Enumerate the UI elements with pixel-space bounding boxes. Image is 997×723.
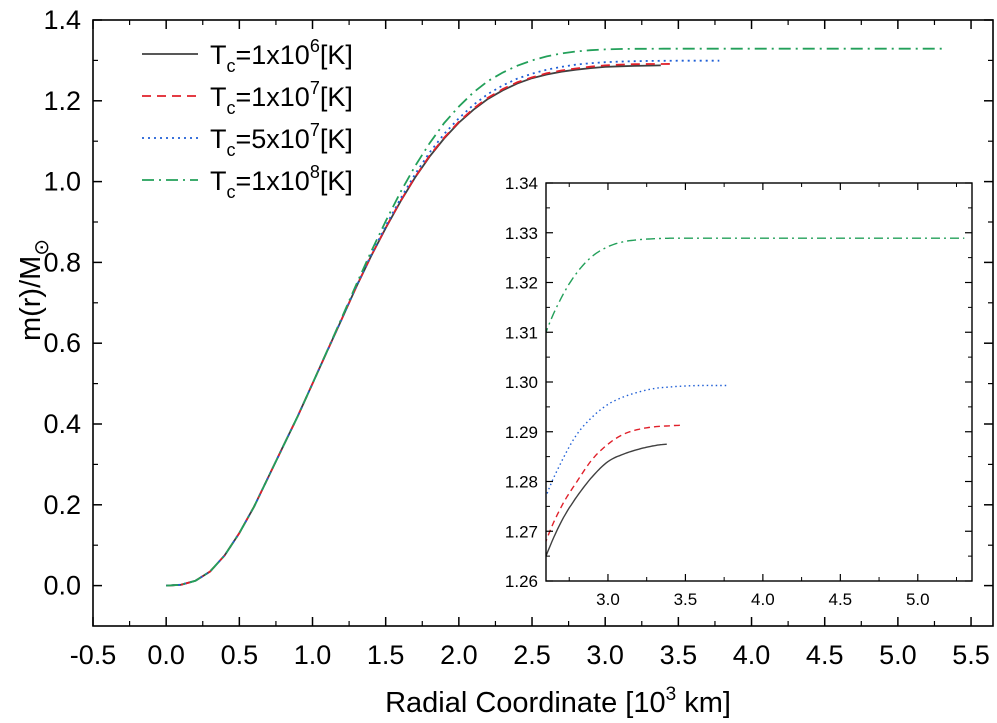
- x-tick-label: -0.5: [70, 640, 117, 670]
- y-axis-title-sun-symbol: ⊙: [31, 239, 53, 256]
- inset-y-tick-label: 1.33: [505, 224, 538, 243]
- main-curves: [166, 47, 942, 587]
- series-line-3: [166, 47, 942, 587]
- inset-series-line-3: [546, 237, 965, 335]
- inset-series-line-2: [546, 384, 729, 499]
- inset-axis-ticks: 3.0 3.5 4.0 4.5 5.0 1.26 1.27 1.28 1.29 1.30 1.31 1…: [505, 174, 972, 609]
- x-tick-label: 2.5: [513, 640, 551, 670]
- y-tick-label: 1.2: [43, 86, 81, 116]
- x-tick-label: 1.0: [294, 640, 332, 670]
- y-tick-label: 0.0: [43, 571, 81, 601]
- y-tick-label: 1.4: [43, 5, 81, 35]
- inset-y-tick-label: 1.31: [505, 323, 538, 342]
- x-axis-title: Radial Coordinate [103 km]: [385, 684, 731, 719]
- y-tick-label: 0.4: [43, 409, 81, 439]
- y-tick-label: 0.2: [43, 490, 81, 520]
- x-tick-label: 0.5: [221, 640, 259, 670]
- legend-label-2: Tc=5x107[K]: [210, 120, 353, 160]
- inset-y-tick-label: 1.34: [505, 174, 538, 193]
- inset-y-tick-label: 1.29: [505, 423, 538, 442]
- legend: Tc=1x106[K]Tc=1x107[K]Tc=5x107[K]Tc=1x10…: [142, 36, 353, 202]
- inset-x-tick-label: 5.0: [906, 590, 930, 609]
- inset-x-tick-label: 4.0: [751, 590, 775, 609]
- inset-y-tick-label: 1.27: [505, 522, 538, 541]
- y-tick-label: 1.0: [43, 167, 81, 197]
- x-tick-label: 4.5: [806, 640, 844, 670]
- y-axis-title: m(r)/M⊙: [15, 239, 53, 341]
- inset-series-line-1: [546, 424, 681, 544]
- x-tick-label: 5.0: [879, 640, 917, 670]
- series-line-2: [166, 59, 720, 587]
- y-tick-label: 0.6: [43, 328, 81, 358]
- x-tick-label: 4.0: [733, 640, 771, 670]
- legend-label-1: Tc=1x107[K]: [210, 78, 353, 118]
- x-tick-label: 3.0: [586, 640, 624, 670]
- inset-y-tick-label: 1.30: [505, 373, 538, 392]
- inset-y-tick-label: 1.26: [505, 572, 538, 591]
- inset-curves: [546, 237, 965, 559]
- x-tick-label: 1.5: [367, 640, 405, 670]
- inset-x-tick-label: 3.5: [674, 590, 698, 609]
- main-plot-frame: [92, 19, 994, 627]
- inset-x-tick-label: 4.5: [829, 590, 853, 609]
- x-tick-label: 0.0: [147, 640, 185, 670]
- x-tick-label: 3.5: [660, 640, 698, 670]
- y-tick-label: 0.8: [43, 247, 81, 277]
- inset-series-line-0: [546, 443, 667, 559]
- main-axis-ticks: -0.5 0.0 0.5 1.0 1.5 2.0 2.5 3.0 3.5 4.0 4.5 5.0 5.5…: [43, 5, 993, 670]
- inset-y-tick-label: 1.28: [505, 473, 538, 492]
- x-tick-label: 2.0: [440, 640, 478, 670]
- inset-x-tick-label: 3.0: [596, 590, 620, 609]
- legend-label-0: Tc=1x106[K]: [210, 36, 353, 76]
- x-tick-label: 5.5: [952, 640, 990, 670]
- x-axis-title-superscript: 3: [666, 684, 677, 705]
- inset-background: [546, 183, 972, 581]
- inset-y-tick-label: 1.32: [505, 274, 538, 293]
- legend-label-3: Tc=1x108[K]: [210, 162, 353, 202]
